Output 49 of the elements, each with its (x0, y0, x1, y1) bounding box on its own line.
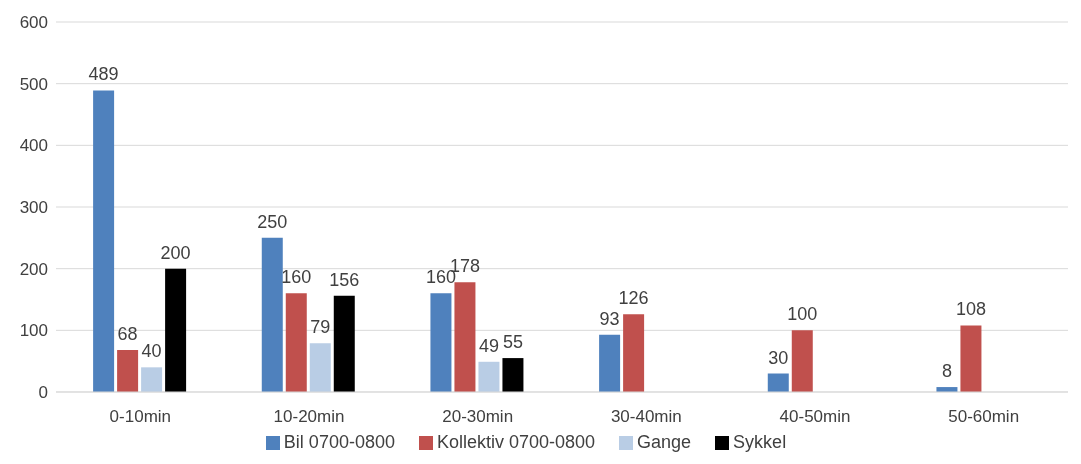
data-label: 55 (502, 332, 523, 353)
bar (93, 90, 115, 392)
data-label: 126 (618, 288, 649, 309)
data-label: 40 (141, 341, 162, 362)
bar (478, 361, 500, 392)
y-tick-label: 500 (19, 74, 48, 94)
bar (454, 282, 476, 392)
bar (261, 237, 283, 392)
legend-label: Kollektiv 0700-0800 (436, 432, 596, 452)
bar (767, 373, 789, 392)
bar (333, 295, 355, 392)
data-label: 8 (941, 361, 952, 382)
bar (791, 330, 813, 392)
data-label: 30 (768, 347, 789, 368)
data-label: 68 (117, 324, 138, 345)
bar (117, 350, 139, 392)
bar (141, 367, 163, 392)
data-label: 156 (329, 269, 360, 290)
x-tick-label: 50-60min (948, 407, 1020, 427)
bar (599, 334, 621, 392)
y-tick-label: 400 (19, 136, 48, 156)
bar (309, 343, 331, 392)
data-label: 108 (955, 299, 986, 320)
data-label: 489 (88, 64, 119, 85)
bar (960, 325, 982, 392)
bar (430, 293, 452, 392)
data-label: 250 (257, 211, 288, 232)
x-tick-label: 0-10min (109, 407, 172, 427)
bar (285, 293, 307, 392)
x-tick-label: 20-30min (442, 407, 514, 427)
data-label: 79 (310, 317, 331, 338)
bar (165, 268, 187, 392)
legend-label: Sykkel (733, 432, 787, 452)
bar (623, 314, 645, 392)
data-label: 93 (599, 308, 620, 329)
y-tick-label: 100 (19, 321, 48, 341)
data-label: 200 (160, 242, 191, 263)
y-tick-label: 200 (19, 259, 48, 279)
data-label: 49 (478, 335, 499, 356)
y-tick-label: 600 (19, 13, 48, 33)
data-label: 100 (787, 304, 818, 325)
legend-label: Gange (637, 432, 692, 452)
x-tick-label: 30-40min (610, 407, 682, 427)
legend-label: Bil 0700-0800 (283, 432, 395, 452)
y-tick-label: 0 (38, 383, 48, 403)
x-tick-label: 10-20min (273, 407, 345, 427)
x-tick-label: 40-50min (779, 407, 851, 427)
bar (502, 358, 524, 392)
y-tick-label: 300 (19, 198, 48, 218)
